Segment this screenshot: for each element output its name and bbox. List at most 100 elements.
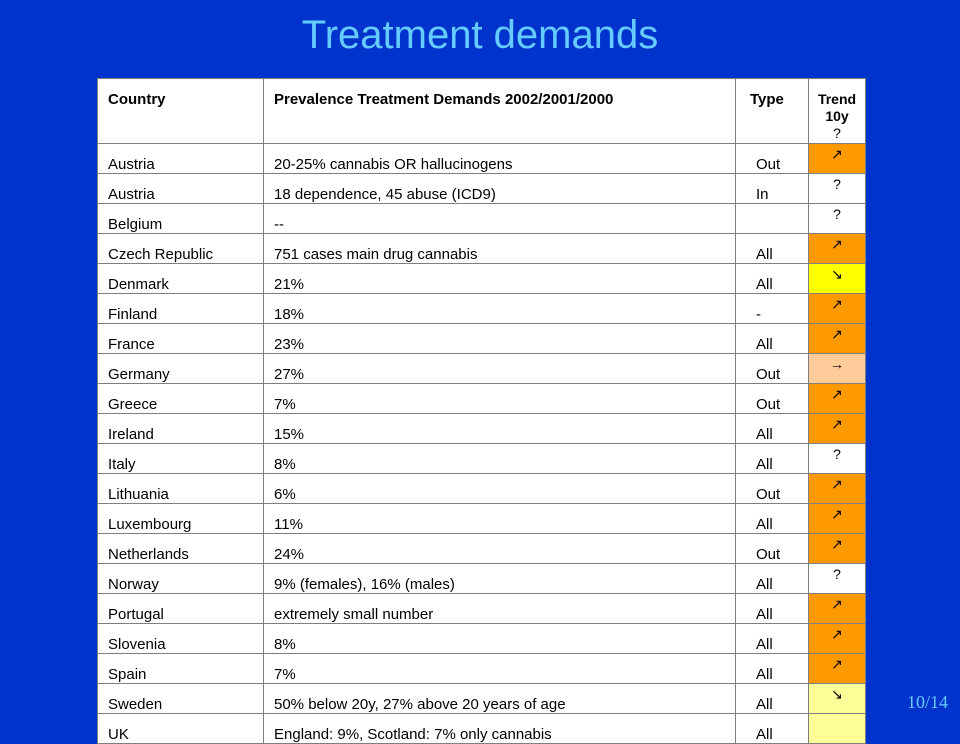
- cell-country: Slovenia: [97, 623, 264, 654]
- cell-prevalence: 20-25% cannabis OR hallucinogens: [263, 143, 736, 174]
- cell-country: Austria: [97, 143, 264, 174]
- trend-arrow-icon: ?: [833, 176, 841, 192]
- cell-trend: ↗: [808, 473, 866, 504]
- cell-country: Finland: [97, 293, 264, 324]
- cell-type: All: [735, 593, 809, 624]
- cell-country: Germany: [97, 353, 264, 384]
- cell-type: Out: [735, 383, 809, 414]
- cell-country: Luxembourg: [97, 503, 264, 534]
- cell-prevalence: --: [263, 203, 736, 234]
- trend-arrow-icon: ↗: [831, 656, 843, 672]
- trend-arrow-icon: ↗: [831, 236, 843, 252]
- cell-prevalence: 24%: [263, 533, 736, 564]
- cell-country: Lithuania: [97, 473, 264, 504]
- table-row: France 23% All ↗: [97, 323, 866, 354]
- cell-type: All: [735, 713, 809, 744]
- cell-trend: ↗: [808, 533, 866, 564]
- cell-trend: ↗: [808, 623, 866, 654]
- cell-type: All: [735, 233, 809, 264]
- trend-arrow-icon: ↗: [831, 326, 843, 342]
- cell-prevalence: 7%: [263, 383, 736, 414]
- table-row: Belgium --?: [97, 203, 866, 234]
- table-row: UK England: 9%, Scotland: 7% only cannabi…: [97, 713, 866, 744]
- cell-trend: ↗: [808, 293, 866, 324]
- table-row: Luxembourg 11% All ↗: [97, 503, 866, 534]
- trend-arrow-icon: ↘: [831, 266, 843, 282]
- trend-arrow-icon: ↗: [831, 296, 843, 312]
- table-row: Austria 18 dependence, 45 abuse (ICD9) In?: [97, 173, 866, 204]
- header-trend-line1: Trend: [817, 91, 857, 107]
- table-row: Ireland 15% All ↗: [97, 413, 866, 444]
- table-row: Czech Republic 751 cases main drug cannab…: [97, 233, 866, 264]
- cell-country: UK: [97, 713, 264, 744]
- header-type: Type: [735, 78, 809, 144]
- cell-type: Out: [735, 143, 809, 174]
- table-row: Lithuania 6% Out ↗: [97, 473, 866, 504]
- cell-prevalence: 27%: [263, 353, 736, 384]
- trend-arrow-icon: ?: [833, 446, 841, 462]
- cell-country: Ireland: [97, 413, 264, 444]
- page-number: 10/14: [906, 692, 948, 712]
- table-row: Portugal extremely small number All ↗: [97, 593, 866, 624]
- trend-arrow-icon: ?: [833, 206, 841, 222]
- cell-trend: ?: [808, 173, 866, 204]
- cell-trend: →: [808, 353, 866, 384]
- cell-type: All: [735, 623, 809, 654]
- table-row: Netherlands 24% Out ↗: [97, 533, 866, 564]
- trend-arrow-icon: ↗: [831, 626, 843, 642]
- cell-trend: ↘: [808, 263, 866, 294]
- cell-type: Out: [735, 533, 809, 564]
- cell-country: Spain: [97, 653, 264, 684]
- cell-country: Belgium: [97, 203, 264, 234]
- trend-arrow-icon: ↗: [831, 386, 843, 402]
- trend-arrow-icon: ↗: [831, 476, 843, 492]
- header-country: Country: [97, 78, 264, 144]
- cell-prevalence: 21%: [263, 263, 736, 294]
- cell-country: Austria: [97, 173, 264, 204]
- cell-country: Italy: [97, 443, 264, 474]
- cell-country: Czech Republic: [97, 233, 264, 264]
- cell-type: All: [735, 323, 809, 354]
- cell-prevalence: 751 cases main drug cannabis: [263, 233, 736, 264]
- cell-country: Sweden: [97, 683, 264, 714]
- trend-arrow-icon: ?: [833, 566, 841, 582]
- cell-type: All: [735, 413, 809, 444]
- cell-trend: ↗: [808, 143, 866, 174]
- header-prevalence: Prevalence Treatment Demands 2002/2001/2…: [263, 78, 736, 144]
- cell-prevalence: 50% below 20y, 27% above 20 years of age: [263, 683, 736, 714]
- slide-title: Treatment demands: [301, 13, 659, 57]
- cell-prevalence: 11%: [263, 503, 736, 534]
- table-row: Finland 18% - ↗: [97, 293, 866, 324]
- trend-arrow-icon: ↗: [831, 506, 843, 522]
- cell-prevalence: 9% (females), 16% (males): [263, 563, 736, 594]
- cell-trend: ↗: [808, 503, 866, 534]
- cell-trend: ↘: [808, 683, 866, 714]
- cell-type: All: [735, 503, 809, 534]
- cell-type: All: [735, 683, 809, 714]
- cell-trend: ↗: [808, 653, 866, 684]
- cell-prevalence: 18%: [263, 293, 736, 324]
- table-row: Sweden 50% below 20y, 27% above 20 years …: [97, 683, 866, 714]
- cell-country: Greece: [97, 383, 264, 414]
- table-row: Norway 9% (females), 16% (males) All?: [97, 563, 866, 594]
- trend-arrow-icon: →: [830, 356, 844, 372]
- header-trend: Trend 10y ?: [808, 78, 866, 144]
- cell-type: All: [735, 443, 809, 474]
- cell-prevalence: 15%: [263, 413, 736, 444]
- cell-country: France: [97, 323, 264, 354]
- cell-prevalence: 7%: [263, 653, 736, 684]
- cell-type: [735, 203, 809, 234]
- cell-prevalence: 23%: [263, 323, 736, 354]
- cell-type: -: [735, 293, 809, 324]
- table-row: Italy 8% All?: [97, 443, 866, 474]
- cell-prevalence: extremely small number: [263, 593, 736, 624]
- cell-prevalence: 6%: [263, 473, 736, 504]
- header-trend-line2: 10y: [825, 108, 849, 124]
- cell-type: Out: [735, 353, 809, 384]
- table-row: Spain 7% All ↗: [97, 653, 866, 684]
- table-row: Denmark 21% All ↘: [97, 263, 866, 294]
- cell-trend: ↗: [808, 233, 866, 264]
- cell-country: Portugal: [97, 593, 264, 624]
- trend-arrow-icon: ↗: [831, 536, 843, 552]
- cell-type: In: [735, 173, 809, 204]
